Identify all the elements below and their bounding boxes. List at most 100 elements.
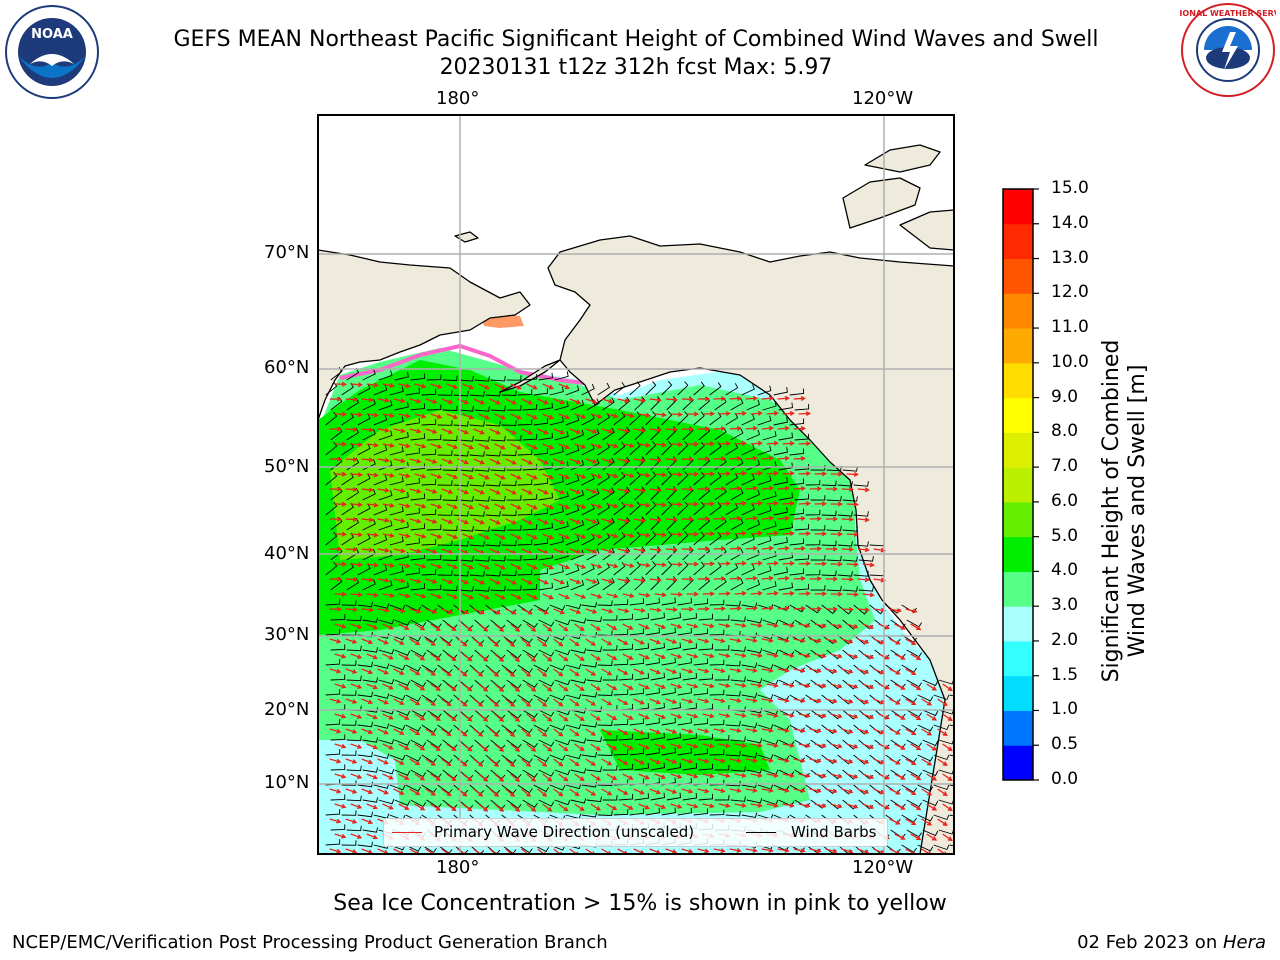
wind-barb (762, 521, 777, 531)
wind-barb (810, 525, 826, 531)
wave-direction-arrow (750, 802, 763, 808)
wind-barb (570, 489, 585, 501)
wind-barbs-legend-label: Wind Barbs (791, 823, 877, 841)
wind-barb (330, 794, 346, 801)
wave-direction-arrow (830, 531, 844, 537)
wind-barb (549, 754, 566, 761)
wave-direction-arrow (942, 803, 953, 812)
wind-barb (693, 598, 709, 606)
wind-barb (330, 734, 346, 741)
wind-barb (474, 466, 490, 472)
wave-direction-arrow (350, 412, 363, 418)
wave-direction-arrow (329, 638, 342, 644)
wave-direction-arrow (494, 563, 506, 570)
wave-direction-arrow (649, 728, 662, 735)
wind-barb (853, 571, 869, 577)
wind-barb (602, 795, 618, 801)
wave-direction-arrow (430, 803, 441, 811)
wave-direction-arrow (814, 683, 827, 689)
wave-direction-arrow (766, 802, 779, 808)
wind-barb (629, 471, 641, 486)
wave-direction-arrow (702, 441, 716, 447)
wave-direction-arrow (398, 623, 410, 630)
wind-barb (325, 599, 341, 606)
land-arctic-island-1 (842, 177, 921, 229)
wind-barb (853, 541, 869, 547)
wind-barb (410, 583, 426, 591)
map-frame (317, 114, 955, 855)
wind-barb (362, 399, 376, 411)
wave-direction-arrow (766, 530, 779, 536)
wind-barb (666, 642, 681, 651)
wind-barb (522, 799, 538, 808)
wave-direction-arrow (793, 668, 806, 674)
wind-barb (426, 434, 442, 441)
wind-barb (821, 604, 837, 615)
wind-barb (533, 568, 549, 576)
wind-barb (357, 533, 371, 546)
wind-barb (522, 374, 538, 381)
wave-direction-arrow (846, 471, 859, 477)
wave-direction-arrow (393, 788, 405, 795)
wave-direction-arrow (809, 728, 822, 734)
colorbar-tick-label: 5.0 (1051, 525, 1079, 546)
wind-barb (538, 402, 553, 411)
wave-direction-arrow (729, 606, 742, 611)
wave-direction-arrow (622, 713, 634, 720)
wave-direction-arrow (894, 713, 906, 720)
wind-barb (618, 576, 631, 591)
wave-direction-arrow (617, 458, 630, 464)
wave-direction-arrow (361, 487, 374, 493)
wave-direction-arrow (494, 383, 506, 390)
wind-barb (741, 414, 755, 426)
wind-barb (629, 718, 645, 726)
wave-direction-arrow (526, 773, 537, 782)
wave-direction-arrow (665, 698, 678, 704)
wind-barb (757, 445, 772, 456)
wave-direction-arrow (569, 398, 582, 405)
wind-barb (341, 600, 357, 606)
wave-direction-arrow (761, 727, 774, 733)
wave-direction-arrow (745, 515, 758, 521)
wind-barb (730, 548, 744, 561)
wind-barb (693, 748, 709, 756)
wind-barb (581, 752, 598, 758)
wind-barb (565, 603, 582, 610)
wave-direction-arrow (777, 605, 790, 611)
wave-direction-arrow (761, 395, 774, 401)
wave-direction-arrow (601, 488, 614, 494)
wave-direction-arrow (574, 713, 585, 722)
wave-direction-arrow (718, 531, 731, 537)
wind-barb (506, 405, 522, 411)
wind-barb (762, 461, 777, 471)
lon-label-bottom-120w: 120°W (852, 857, 914, 878)
wave-direction-arrow (606, 533, 619, 539)
wind-barb (341, 660, 357, 666)
wave-direction-arrow (441, 638, 452, 647)
wind-barb (405, 694, 422, 702)
wave-direction-arrow (846, 743, 859, 749)
wind-barb (394, 581, 409, 591)
wind-barb (554, 401, 569, 411)
wind-barb (394, 521, 409, 531)
wind-barb (442, 585, 458, 591)
wind-barb (506, 495, 522, 501)
wave-direction-arrow (366, 713, 379, 720)
wind-barb (517, 569, 533, 576)
wind-barb (629, 808, 645, 816)
wave-direction-arrow (649, 487, 662, 493)
wind-barb (389, 386, 404, 396)
wave-direction-arrow (441, 488, 454, 495)
wind-barb (746, 459, 761, 471)
wave-direction-arrow (921, 698, 933, 706)
wave-direction-arrow (622, 533, 635, 539)
wave-direction-arrow (809, 516, 823, 522)
wind-barb (469, 451, 485, 457)
wave-direction-arrow (441, 758, 452, 767)
wave-direction-arrow (446, 743, 457, 752)
wave-direction-arrow (569, 578, 582, 585)
wave-direction-arrow (473, 788, 484, 797)
wind-barb (533, 634, 550, 643)
wind-barb (394, 371, 409, 381)
